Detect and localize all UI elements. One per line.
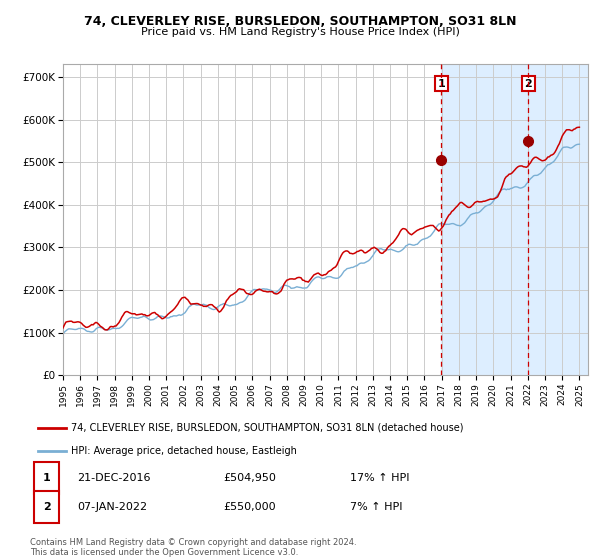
Text: 2: 2 (43, 502, 51, 512)
FancyBboxPatch shape (34, 461, 59, 494)
FancyBboxPatch shape (34, 491, 59, 523)
Text: 17% ↑ HPI: 17% ↑ HPI (350, 473, 410, 483)
Text: 21-DEC-2016: 21-DEC-2016 (77, 473, 151, 483)
Text: 7% ↑ HPI: 7% ↑ HPI (350, 502, 403, 512)
Text: HPI: Average price, detached house, Eastleigh: HPI: Average price, detached house, East… (71, 446, 297, 455)
Text: Price paid vs. HM Land Registry's House Price Index (HPI): Price paid vs. HM Land Registry's House … (140, 27, 460, 37)
Text: 1: 1 (437, 78, 445, 88)
Bar (441, 64, 596, 375)
Text: 74, CLEVERLEY RISE, BURSLEDON, SOUTHAMPTON, SO31 8LN: 74, CLEVERLEY RISE, BURSLEDON, SOUTHAMPT… (84, 15, 516, 28)
Text: 07-JAN-2022: 07-JAN-2022 (77, 502, 147, 512)
Text: 1: 1 (43, 473, 51, 483)
Text: 74, CLEVERLEY RISE, BURSLEDON, SOUTHAMPTON, SO31 8LN (detached house): 74, CLEVERLEY RISE, BURSLEDON, SOUTHAMPT… (71, 423, 464, 432)
Text: £504,950: £504,950 (223, 473, 276, 483)
Text: £550,000: £550,000 (223, 502, 276, 512)
Text: Contains HM Land Registry data © Crown copyright and database right 2024.
This d: Contains HM Land Registry data © Crown c… (30, 538, 356, 557)
Text: 2: 2 (524, 78, 532, 88)
